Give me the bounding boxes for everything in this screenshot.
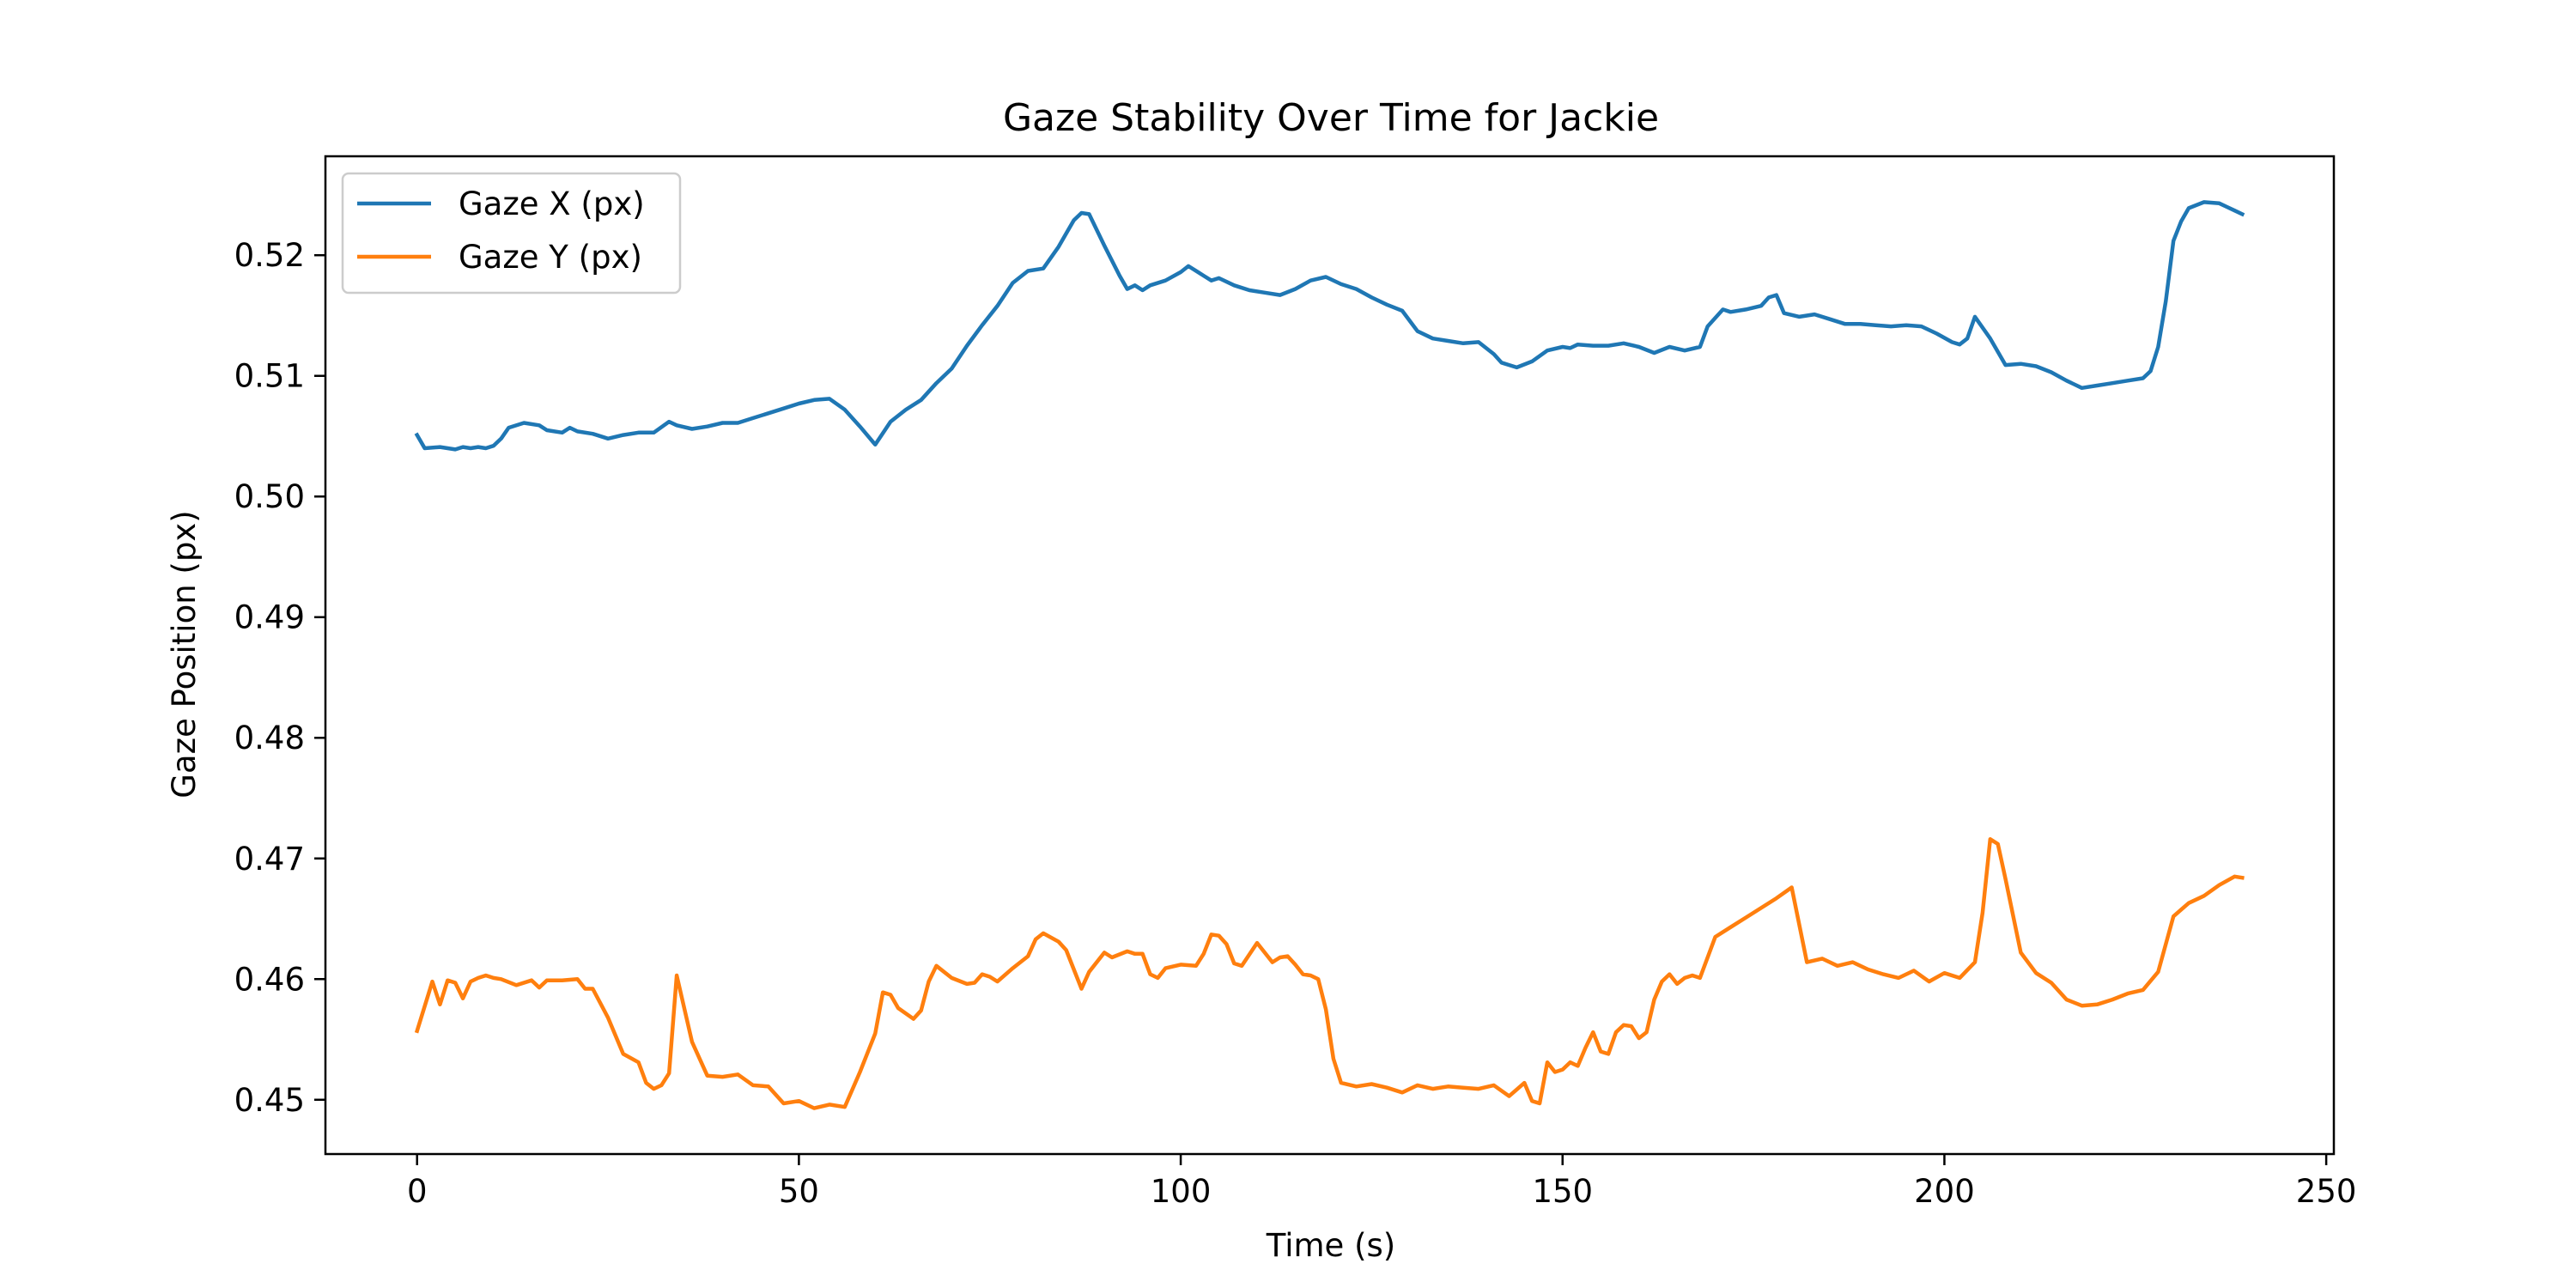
- legend-label: Gaze X (px): [459, 185, 645, 222]
- legend-label: Gaze Y (px): [459, 239, 642, 276]
- plot-frame: [324, 155, 2336, 1156]
- x-tick-label: 250: [2296, 1173, 2357, 1210]
- x-tick-label: 100: [1151, 1173, 1212, 1210]
- plot-area: [414, 200, 2245, 1110]
- y-tick-label: 0.48: [234, 720, 305, 756]
- x-axis-label: Time (s): [1266, 1227, 1395, 1264]
- y-axis-label: Gaze Position (px): [166, 510, 203, 798]
- x-tick-label: 200: [1914, 1173, 1975, 1210]
- y-tick-label: 0.52: [234, 237, 305, 274]
- y-tick-label: 0.50: [234, 478, 305, 515]
- x-tick-label: 150: [1532, 1173, 1593, 1210]
- x-axis-ticks: 0 50 100 150 200 250: [407, 1154, 2356, 1210]
- chart-title: Gaze Stability Over Time for Jackie: [1003, 96, 1659, 140]
- y-tick-label: 0.46: [234, 961, 305, 998]
- series-line-gaze-x: [414, 200, 2245, 452]
- x-tick-label: 50: [779, 1173, 819, 1210]
- y-tick-label: 0.51: [234, 358, 305, 395]
- y-tick-label: 0.47: [234, 841, 305, 878]
- y-axis-ticks: 0.45 0.46 0.47 0.48 0.49 0.50 0.51 0.52: [234, 237, 325, 1119]
- legend: Gaze X (px) Gaze Y (px): [341, 172, 682, 295]
- y-tick-label: 0.45: [234, 1082, 305, 1119]
- y-tick-label: 0.49: [234, 599, 305, 636]
- x-tick-label: 0: [407, 1173, 428, 1210]
- series-line-gaze-y: [414, 837, 2245, 1110]
